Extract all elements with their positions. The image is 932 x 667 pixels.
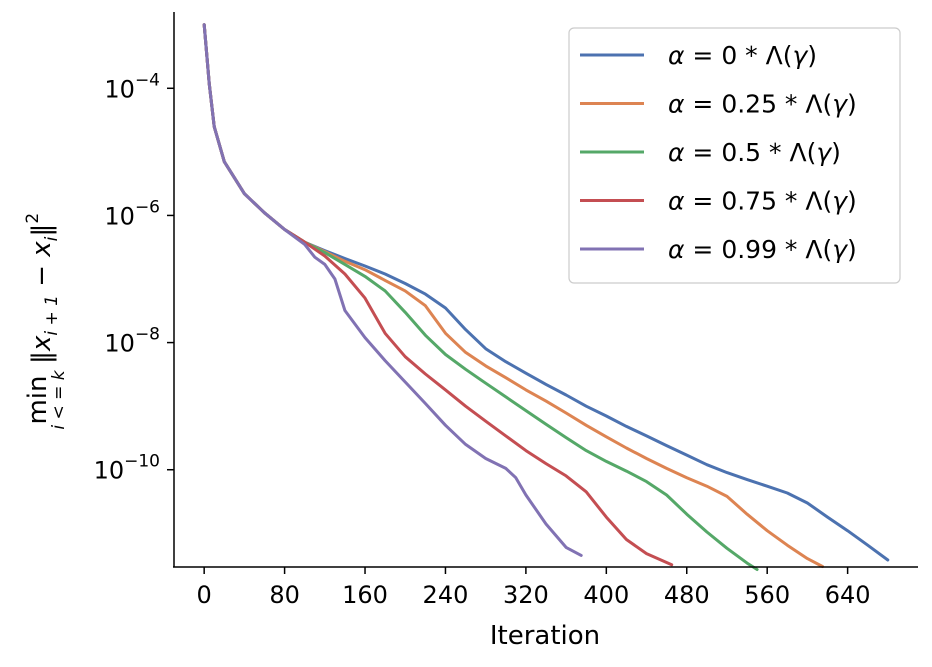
svg-text:‖xi + 1 − xi‖2: ‖xi + 1 − xi‖2	[23, 213, 62, 364]
x-tick-label: 320	[503, 581, 549, 609]
legend-label-3: α = 0.75 * Λ(γ)	[668, 187, 857, 216]
legend-frame	[568, 27, 901, 284]
y-tick-label: 10−8	[104, 325, 160, 358]
svg-text:min: min	[23, 375, 53, 424]
legend-label-2: α = 0.5 * Λ(γ)	[668, 138, 841, 167]
legend: α = 0 * Λ(γ) α = 0.25 * Λ(γ) α = 0.5 * Λ(γ…	[568, 27, 901, 284]
ylabel-norm-open: ‖x	[27, 335, 57, 364]
y-axis-label: min i < = k ‖xi + 1 − xi‖2	[23, 213, 69, 430]
x-axis-ticks: 0 80 160 240 320 400 480 560 640	[197, 567, 871, 609]
ylabel-minus: − x	[27, 241, 57, 295]
ylabel-sub1: i + 1	[42, 295, 62, 336]
y-tick-label: 10−6	[104, 197, 160, 230]
x-tick-label: 640	[825, 581, 871, 609]
x-tick-label: 400	[583, 581, 629, 609]
legend-label-0: α = 0 * Λ(γ)	[668, 41, 817, 70]
x-tick-label: 0	[197, 581, 212, 609]
x-tick-label: 560	[744, 581, 790, 609]
x-tick-label: 240	[423, 581, 469, 609]
x-axis-label: Iteration	[490, 621, 600, 651]
x-tick-label: 480	[664, 581, 710, 609]
plot-area	[202, 23, 890, 571]
y-tick-label: 10−4	[104, 70, 160, 103]
legend-label-1: α = 0.25 * Λ(γ)	[668, 90, 857, 119]
series-line-4	[202, 23, 583, 557]
ylabel-norm-close: ‖	[27, 224, 57, 237]
ylabel-min-sub: i < = k	[49, 369, 69, 429]
legend-label-4: α = 0.99 * Λ(γ)	[668, 235, 857, 264]
ylabel-sub2: i	[42, 236, 62, 241]
ylabel-min: min	[23, 375, 53, 424]
x-tick-label: 160	[342, 581, 388, 609]
x-tick-label: 80	[269, 581, 300, 609]
y-tick-label: 10−10	[94, 452, 160, 485]
y-axis-ticks: 10−4 10−6 10−8 10−10	[94, 70, 174, 485]
ylabel-sq: 2	[23, 213, 43, 224]
